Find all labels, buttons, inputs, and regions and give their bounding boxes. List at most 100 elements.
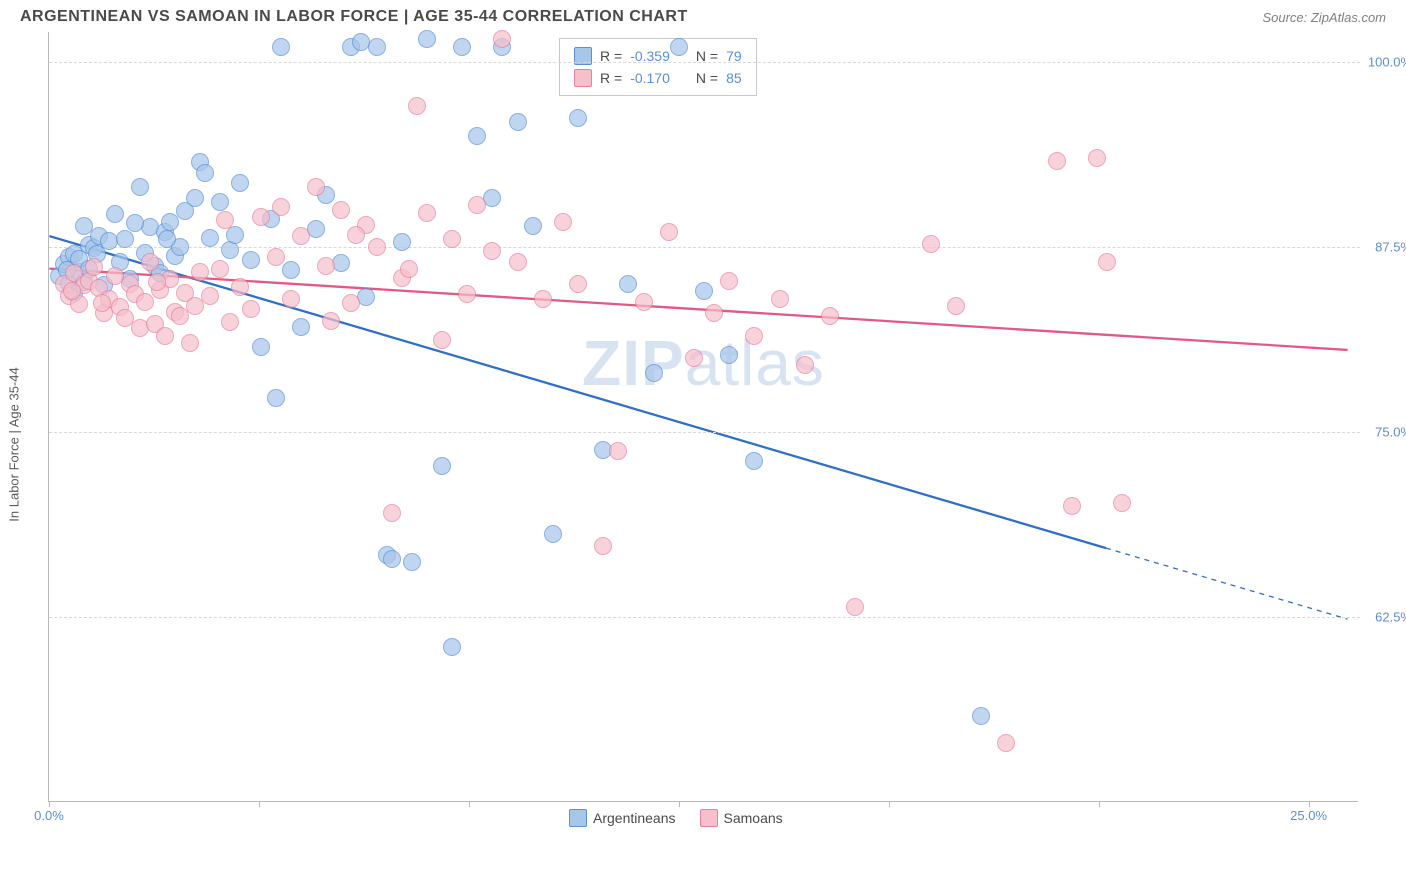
data-point — [720, 272, 738, 290]
source-label: Source: ZipAtlas.com — [1262, 10, 1386, 25]
x-tick — [679, 801, 680, 807]
data-point — [1063, 497, 1081, 515]
y-tick-label: 75.0% — [1375, 424, 1406, 439]
data-point — [148, 273, 166, 291]
stats-row: R = -0.170N = 85 — [574, 67, 742, 89]
data-point — [720, 346, 738, 364]
data-point — [609, 442, 627, 460]
watermark: ZIPatlas — [582, 326, 825, 400]
data-point — [403, 553, 421, 571]
data-point — [947, 297, 965, 315]
stats-legend-box: R = -0.359N = 79R = -0.170N = 85 — [559, 38, 757, 96]
gridline — [49, 247, 1360, 248]
data-point — [554, 213, 572, 231]
data-point — [483, 242, 501, 260]
data-point — [272, 38, 290, 56]
data-point — [670, 38, 688, 56]
data-point — [771, 290, 789, 308]
stats-row: R = -0.359N = 79 — [574, 45, 742, 67]
data-point — [242, 300, 260, 318]
data-point — [267, 389, 285, 407]
data-point — [216, 211, 234, 229]
data-point — [534, 290, 552, 308]
y-tick-label: 87.5% — [1375, 239, 1406, 254]
data-point — [317, 257, 335, 275]
data-point — [221, 313, 239, 331]
data-point — [141, 253, 159, 271]
data-point — [342, 294, 360, 312]
x-tick — [1309, 801, 1310, 807]
data-point — [282, 290, 300, 308]
chart-title: ARGENTINEAN VS SAMOAN IN LABOR FORCE | A… — [20, 8, 688, 26]
data-point — [660, 223, 678, 241]
data-point — [745, 327, 763, 345]
data-point — [509, 253, 527, 271]
data-point — [544, 525, 562, 543]
data-point — [231, 174, 249, 192]
data-point — [433, 457, 451, 475]
data-point — [493, 30, 511, 48]
x-tick-label: 0.0% — [34, 808, 64, 823]
data-point — [383, 550, 401, 568]
legend-swatch — [569, 809, 587, 827]
data-point — [158, 230, 176, 248]
data-point — [156, 327, 174, 345]
stat-r-label: R = — [600, 70, 622, 86]
data-point — [126, 214, 144, 232]
x-tick — [49, 801, 50, 807]
data-point — [332, 254, 350, 272]
data-point — [635, 293, 653, 311]
data-point — [116, 230, 134, 248]
data-point — [93, 294, 111, 312]
legend-swatch — [574, 69, 592, 87]
data-point — [231, 278, 249, 296]
data-point — [181, 334, 199, 352]
data-point — [997, 734, 1015, 752]
chart-container: In Labor Force | Age 35-44 ZIPatlas R = … — [20, 32, 1386, 842]
data-point — [196, 164, 214, 182]
data-point — [443, 230, 461, 248]
data-point — [307, 178, 325, 196]
data-point — [418, 30, 436, 48]
data-point — [433, 331, 451, 349]
y-axis-label: In Labor Force | Age 35-44 — [7, 367, 22, 521]
data-point — [226, 226, 244, 244]
data-point — [453, 38, 471, 56]
data-point — [1088, 149, 1106, 167]
legend-item: Argentineans — [569, 809, 676, 827]
data-point — [272, 198, 290, 216]
data-point — [1048, 152, 1066, 170]
gridline — [49, 432, 1360, 433]
gridline — [49, 62, 1360, 63]
data-point — [131, 178, 149, 196]
series-legend: Argentineans Samoans — [569, 809, 783, 827]
data-point — [393, 233, 411, 251]
plot-area: ZIPatlas R = -0.359N = 79R = -0.170N = 8… — [48, 32, 1358, 802]
data-point — [136, 293, 154, 311]
data-point — [569, 109, 587, 127]
data-point — [509, 113, 527, 131]
data-point — [821, 307, 839, 325]
x-tick — [889, 801, 890, 807]
data-point — [292, 227, 310, 245]
data-point — [252, 338, 270, 356]
data-point — [332, 201, 350, 219]
gridline — [49, 617, 1360, 618]
y-tick-label: 62.5% — [1375, 609, 1406, 624]
data-point — [468, 196, 486, 214]
data-point — [443, 638, 461, 656]
data-point — [201, 287, 219, 305]
legend-label: Samoans — [724, 810, 783, 826]
data-point — [282, 261, 300, 279]
data-point — [458, 285, 476, 303]
y-tick-label: 100.0% — [1368, 54, 1406, 69]
x-tick-label: 25.0% — [1290, 808, 1327, 823]
data-point — [400, 260, 418, 278]
data-point — [846, 598, 864, 616]
data-point — [383, 504, 401, 522]
data-point — [85, 258, 103, 276]
data-point — [63, 282, 81, 300]
data-point — [347, 226, 365, 244]
x-tick — [469, 801, 470, 807]
data-point — [211, 193, 229, 211]
